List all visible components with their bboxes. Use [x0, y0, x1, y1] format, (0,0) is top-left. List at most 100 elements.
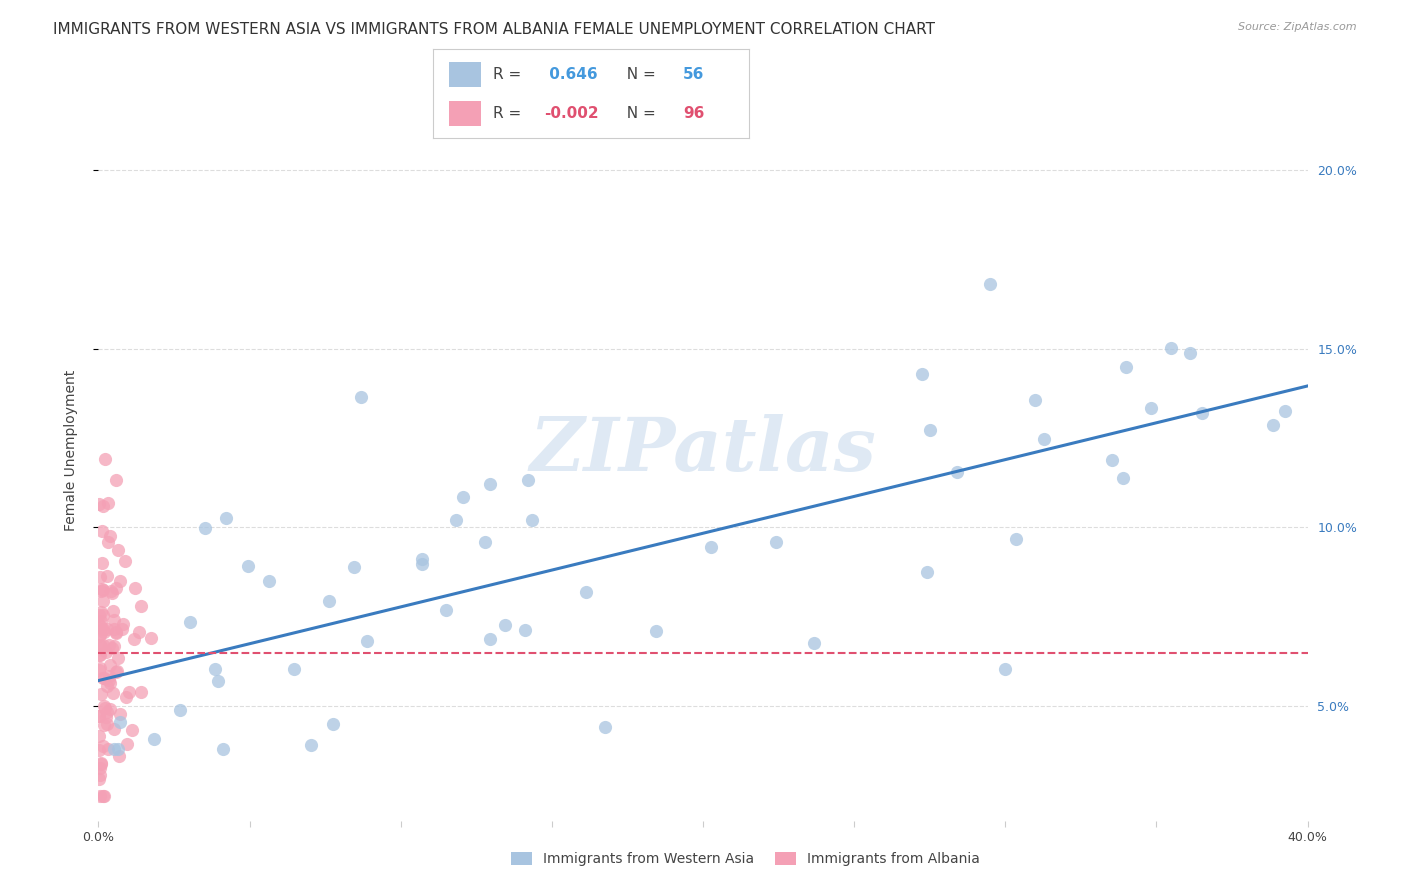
Point: [89, 708, 111, 723]
Point: [1274, 404, 1296, 418]
Bar: [449, 101, 481, 126]
Text: 56: 56: [683, 67, 704, 81]
Point: [522, 513, 544, 527]
Point: [107, 542, 129, 557]
Point: [93, 699, 115, 714]
Point: [111, 623, 134, 637]
Point: [89, 772, 111, 786]
Point: [89, 729, 111, 743]
Point: [207, 673, 229, 688]
Point: [89, 663, 111, 677]
Point: [105, 664, 128, 678]
Bar: [449, 62, 481, 87]
Point: [593, 720, 616, 734]
Point: [765, 534, 787, 549]
Point: [114, 690, 136, 705]
Point: [105, 473, 128, 487]
Point: [91, 499, 114, 513]
Point: [94, 700, 117, 714]
Text: ZIPatlas: ZIPatlas: [530, 414, 876, 487]
Point: [91, 739, 114, 754]
Point: [93, 625, 115, 640]
Point: [143, 731, 166, 746]
Point: [90, 756, 112, 770]
Point: [89, 627, 111, 641]
Point: [100, 586, 122, 600]
Point: [1180, 346, 1202, 360]
Point: [89, 761, 111, 775]
Point: [179, 615, 201, 629]
Point: [89, 767, 111, 781]
Point: [98, 658, 121, 673]
Point: [101, 640, 124, 655]
Point: [107, 651, 129, 665]
Point: [1101, 452, 1123, 467]
Point: [451, 490, 474, 504]
Point: [169, 703, 191, 717]
Point: [98, 673, 121, 687]
Point: [91, 524, 114, 538]
Point: [89, 638, 111, 652]
Point: [90, 620, 112, 634]
Point: [108, 749, 131, 764]
Point: [349, 390, 371, 404]
Point: [98, 529, 121, 543]
Point: [946, 466, 969, 480]
Point: [96, 705, 118, 719]
Point: [1263, 417, 1285, 432]
Point: [90, 584, 112, 599]
Text: Source: ZipAtlas.com: Source: ZipAtlas.com: [1239, 22, 1357, 32]
Point: [124, 632, 146, 646]
Point: [139, 631, 162, 645]
Point: [212, 742, 235, 756]
Point: [238, 558, 260, 573]
Point: [318, 594, 340, 608]
Point: [478, 476, 501, 491]
Point: [89, 618, 111, 632]
Point: [103, 742, 125, 756]
Text: N =: N =: [616, 106, 661, 120]
Point: [98, 669, 121, 683]
Point: [215, 511, 238, 525]
Y-axis label: Female Unemployment: Female Unemployment: [63, 370, 77, 531]
Point: [1191, 406, 1213, 420]
Point: [1160, 341, 1182, 355]
Point: [979, 277, 1001, 292]
Point: [94, 451, 117, 466]
Point: [89, 648, 111, 663]
Point: [411, 552, 433, 566]
Text: 0.646: 0.646: [544, 67, 598, 81]
Point: [1005, 532, 1028, 546]
Point: [105, 625, 128, 640]
Point: [356, 634, 378, 648]
Point: [89, 743, 111, 757]
Text: 96: 96: [683, 106, 704, 120]
Point: [89, 709, 111, 723]
Point: [90, 605, 112, 619]
Point: [108, 574, 131, 588]
Point: [343, 560, 366, 574]
Point: [93, 671, 115, 685]
Point: [700, 540, 723, 554]
Point: [259, 574, 281, 589]
Point: [103, 613, 125, 627]
Text: -0.002: -0.002: [544, 106, 599, 120]
Point: [434, 603, 457, 617]
Point: [111, 617, 134, 632]
Point: [90, 756, 112, 771]
Point: [322, 717, 344, 731]
Point: [91, 556, 114, 570]
Point: [89, 608, 111, 623]
Point: [108, 714, 131, 729]
Point: [444, 513, 467, 527]
Legend: Immigrants from Western Asia, Immigrants from Albania: Immigrants from Western Asia, Immigrants…: [505, 847, 986, 871]
Point: [117, 738, 139, 752]
Point: [121, 723, 143, 738]
Point: [283, 662, 305, 676]
Point: [994, 662, 1017, 676]
Point: [94, 645, 117, 659]
Point: [645, 624, 668, 639]
Point: [1115, 360, 1137, 375]
Point: [1033, 432, 1056, 446]
Point: [129, 599, 152, 614]
